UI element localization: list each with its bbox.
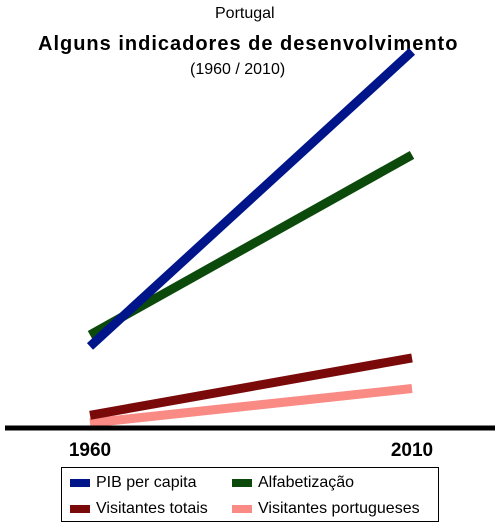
legend-item-visitantes-totais: Visitantes totais xyxy=(70,497,208,521)
series-line-2 xyxy=(89,353,413,420)
series-line-3 xyxy=(89,384,413,428)
chart-pretitle: Portugal xyxy=(215,5,275,22)
series-layer xyxy=(86,48,416,428)
legend-label-visitantes-totais: Visitantes totais xyxy=(96,500,208,517)
legend-swatch-visitantes-portugueses xyxy=(232,505,252,513)
series-line-0 xyxy=(86,48,416,350)
legend-item-alfabetizacao: Alfabetização xyxy=(232,471,354,495)
chart-title: Alguns indicadores de desenvolvimento xyxy=(38,33,459,55)
series-line-1 xyxy=(87,150,415,339)
legend-swatch-pib xyxy=(70,479,90,487)
legend-swatch-visitantes-totais xyxy=(70,505,90,513)
legend: PIB per capita Alfabetização Visitantes … xyxy=(61,467,439,522)
legend-item-visitantes-portugueses: Visitantes portugueses xyxy=(232,497,420,521)
legend-label-visitantes-portugueses: Visitantes portugueses xyxy=(258,500,420,517)
x-tick-label-0: 1960 xyxy=(69,440,111,461)
x-tick-labels: 1960 2010 xyxy=(69,440,433,461)
legend-item-pib: PIB per capita xyxy=(70,471,197,495)
x-tick-label-1: 2010 xyxy=(391,440,433,461)
legend-label-alfabetizacao: Alfabetização xyxy=(258,474,355,491)
legend-label-pib: PIB per capita xyxy=(96,474,197,491)
chart-subtitle: (1960 / 2010) xyxy=(190,61,286,78)
legend-swatch-alfabetizacao xyxy=(232,479,252,487)
